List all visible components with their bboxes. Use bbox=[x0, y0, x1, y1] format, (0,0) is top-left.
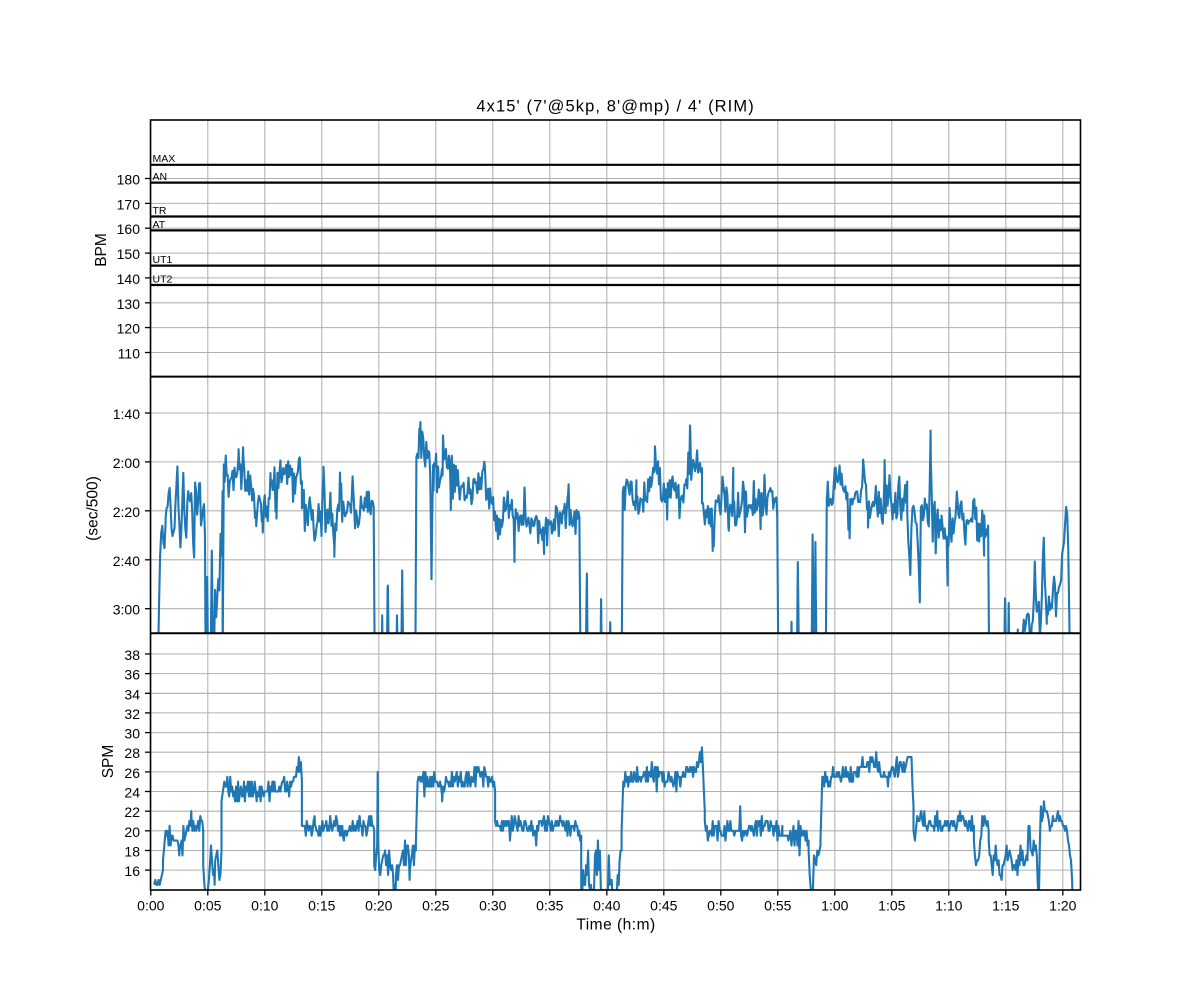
svg-text:AT: AT bbox=[153, 219, 166, 231]
svg-text:AN: AN bbox=[153, 171, 168, 183]
svg-text:22: 22 bbox=[124, 804, 140, 820]
svg-text:0:20: 0:20 bbox=[365, 898, 392, 914]
svg-text:0:10: 0:10 bbox=[251, 898, 278, 914]
svg-text:0:45: 0:45 bbox=[650, 898, 677, 914]
svg-text:130: 130 bbox=[117, 296, 141, 312]
svg-text:0:15: 0:15 bbox=[308, 898, 335, 914]
svg-text:170: 170 bbox=[117, 196, 141, 212]
svg-text:16: 16 bbox=[124, 863, 140, 879]
svg-text:MAX: MAX bbox=[153, 153, 176, 165]
svg-text:150: 150 bbox=[117, 246, 141, 262]
svg-text:1:40: 1:40 bbox=[113, 406, 140, 422]
svg-text:BPM: BPM bbox=[93, 233, 110, 267]
svg-text:34: 34 bbox=[124, 686, 140, 702]
svg-text:0:35: 0:35 bbox=[536, 898, 563, 914]
svg-text:1:05: 1:05 bbox=[878, 898, 905, 914]
svg-text:2:40: 2:40 bbox=[113, 553, 140, 569]
svg-text:0:30: 0:30 bbox=[479, 898, 506, 914]
svg-text:Time (h:m): Time (h:m) bbox=[576, 917, 655, 934]
svg-text:1:20: 1:20 bbox=[1049, 898, 1076, 914]
svg-text:28: 28 bbox=[124, 745, 140, 761]
svg-text:UT2: UT2 bbox=[153, 274, 173, 286]
svg-text:24: 24 bbox=[124, 785, 140, 801]
svg-text:SPM: SPM bbox=[100, 745, 117, 779]
svg-text:UT1: UT1 bbox=[153, 254, 173, 266]
svg-text:0:25: 0:25 bbox=[422, 898, 449, 914]
svg-text:20: 20 bbox=[124, 824, 140, 840]
svg-text:32: 32 bbox=[124, 706, 140, 722]
svg-text:3:00: 3:00 bbox=[113, 602, 140, 618]
svg-text:0:00: 0:00 bbox=[137, 898, 164, 914]
svg-text:2:20: 2:20 bbox=[113, 504, 140, 520]
svg-text:1:10: 1:10 bbox=[935, 898, 962, 914]
svg-text:0:40: 0:40 bbox=[593, 898, 620, 914]
svg-text:160: 160 bbox=[117, 221, 141, 237]
svg-text:2:00: 2:00 bbox=[113, 455, 140, 471]
svg-text:36: 36 bbox=[124, 667, 140, 683]
svg-text:1:00: 1:00 bbox=[821, 898, 848, 914]
svg-text:140: 140 bbox=[117, 271, 141, 287]
svg-text:18: 18 bbox=[124, 844, 140, 860]
svg-text:0:05: 0:05 bbox=[194, 898, 221, 914]
svg-text:TR: TR bbox=[153, 205, 167, 217]
svg-text:0:55: 0:55 bbox=[764, 898, 791, 914]
svg-text:38: 38 bbox=[124, 647, 140, 663]
svg-text:26: 26 bbox=[124, 765, 140, 781]
svg-text:0:50: 0:50 bbox=[707, 898, 734, 914]
svg-text:4x15' (7'@5kp, 8'@mp) / 4' (RI: 4x15' (7'@5kp, 8'@mp) / 4' (RIM) bbox=[476, 98, 754, 116]
svg-text:120: 120 bbox=[117, 321, 141, 337]
svg-text:180: 180 bbox=[117, 172, 141, 188]
svg-text:110: 110 bbox=[118, 346, 141, 362]
svg-text:30: 30 bbox=[124, 726, 140, 742]
svg-text:(sec/500): (sec/500) bbox=[85, 476, 102, 541]
svg-text:1:15: 1:15 bbox=[992, 898, 1019, 914]
